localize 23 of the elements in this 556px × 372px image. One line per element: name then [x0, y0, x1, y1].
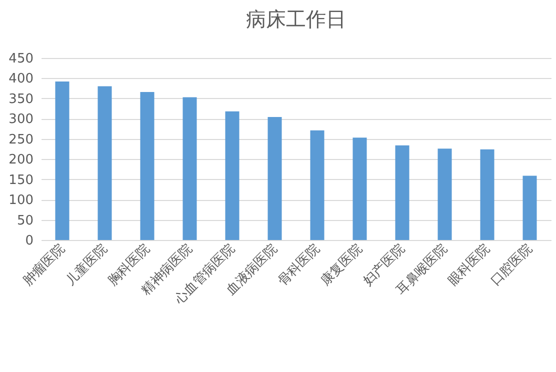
y-tick-label: 350	[8, 92, 34, 107]
bar	[310, 130, 324, 240]
bar	[522, 176, 537, 240]
y-tick-label: 250	[8, 132, 34, 148]
bar	[480, 149, 494, 240]
y-tick-label: 150	[8, 172, 34, 188]
bar	[98, 86, 112, 240]
bar	[438, 148, 452, 240]
y-tick-label: 450	[8, 52, 34, 66]
y-tick-label: 100	[8, 193, 34, 208]
y-tick-label: 400	[8, 72, 34, 87]
y-tick-label: 300	[8, 112, 34, 128]
bar	[352, 138, 367, 240]
bar	[225, 111, 240, 240]
bar	[182, 97, 197, 240]
bar	[55, 81, 70, 240]
bar	[140, 92, 154, 240]
y-tick-label: 200	[8, 152, 34, 168]
bar	[268, 117, 282, 240]
chart-title: 病床工作日	[246, 7, 346, 31]
bar	[395, 145, 410, 240]
y-tick-label: 0	[25, 234, 34, 248]
y-tick-label: 50	[16, 213, 34, 228]
